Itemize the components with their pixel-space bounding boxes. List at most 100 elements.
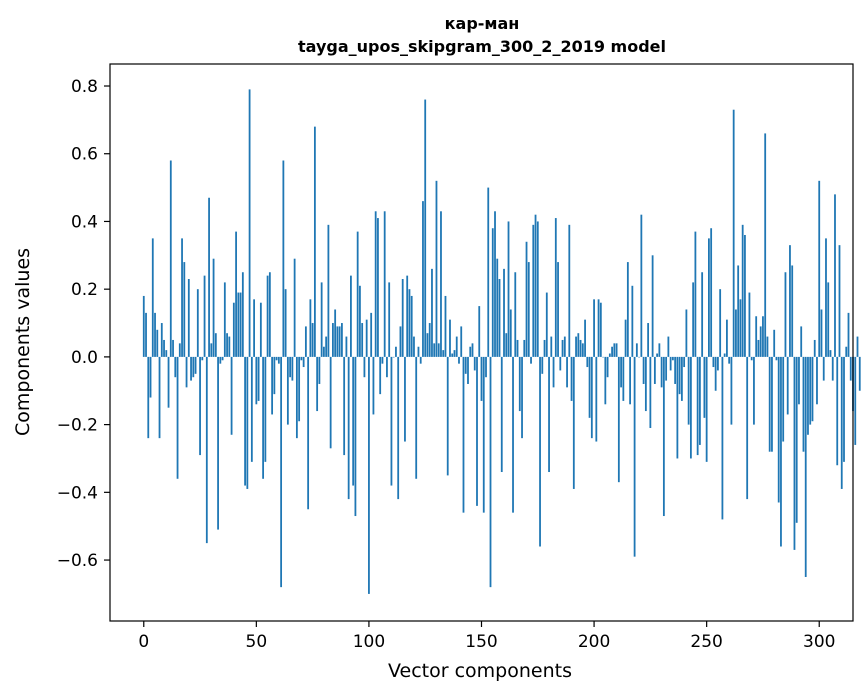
- bar: [642, 356, 645, 384]
- bar: [665, 356, 668, 381]
- bar: [347, 356, 350, 500]
- bar: [192, 356, 195, 378]
- bar: [593, 299, 595, 357]
- y-tick-label: −0.4: [57, 483, 98, 503]
- bar: [732, 109, 735, 357]
- bar: [149, 356, 152, 398]
- bar: [291, 356, 294, 381]
- bar: [280, 356, 283, 588]
- bar: [444, 295, 447, 357]
- bar: [241, 272, 244, 357]
- bar: [329, 356, 332, 449]
- bar: [838, 245, 841, 357]
- bar: [293, 258, 296, 357]
- bar: [183, 262, 186, 357]
- bar: [705, 356, 708, 462]
- bar: [662, 356, 665, 517]
- x-tick-label: 200: [578, 632, 610, 652]
- bar: [626, 262, 629, 357]
- bar: [275, 356, 278, 361]
- bar: [789, 245, 791, 357]
- bar: [212, 258, 215, 357]
- bar: [680, 356, 683, 401]
- bar: [449, 319, 451, 357]
- bar: [568, 224, 571, 357]
- bar: [683, 356, 686, 368]
- bar: [277, 356, 280, 364]
- bar: [487, 187, 490, 357]
- bar: [807, 356, 809, 435]
- bar: [739, 299, 742, 357]
- bar: [273, 356, 276, 395]
- bar: [525, 241, 528, 357]
- bar: [361, 323, 364, 357]
- bar: [577, 333, 580, 357]
- bar: [343, 356, 346, 456]
- bar: [386, 356, 388, 378]
- bar: [543, 339, 546, 357]
- bar: [165, 350, 168, 357]
- bar: [539, 356, 541, 547]
- bar: [196, 289, 199, 357]
- bar: [795, 356, 798, 523]
- bar: [710, 228, 713, 357]
- bar: [410, 295, 413, 357]
- bar: [658, 343, 661, 357]
- bar: [735, 309, 737, 357]
- bar: [624, 319, 627, 357]
- bar: [602, 356, 604, 358]
- bar: [829, 350, 832, 357]
- bar: [847, 312, 850, 357]
- bar: [350, 275, 352, 357]
- y-tick-label: 0.4: [71, 212, 98, 232]
- bar: [295, 356, 298, 439]
- bar: [356, 231, 359, 357]
- bar: [827, 282, 830, 357]
- bar: [606, 356, 609, 378]
- bar: [550, 336, 553, 357]
- bar: [516, 339, 519, 357]
- bar: [473, 356, 476, 371]
- bar: [800, 326, 803, 357]
- bar: [322, 346, 325, 357]
- bar: [644, 356, 647, 412]
- bar: [766, 336, 769, 357]
- bar: [530, 356, 532, 364]
- bar: [527, 262, 530, 357]
- chart-subtitle: tayga_upos_skipgram_300_2_2019 model: [298, 37, 666, 56]
- y-axis-ticks: −0.6 −0.4 −0.2 0.0 0.2 0.4 0.6 0.8: [57, 77, 110, 571]
- bar: [557, 262, 559, 357]
- x-tick-label: 0: [138, 632, 149, 652]
- bar: [491, 228, 494, 357]
- bar: [703, 356, 706, 418]
- bar: [264, 356, 267, 462]
- bar: [313, 126, 316, 357]
- bar: [467, 356, 469, 384]
- bar: [771, 356, 773, 452]
- bar: [708, 238, 710, 357]
- bar: [653, 356, 656, 384]
- bar: [453, 350, 456, 357]
- bar: [163, 339, 165, 357]
- bar: [268, 272, 271, 357]
- bar: [221, 356, 224, 361]
- bar: [142, 295, 145, 357]
- bar: [671, 356, 674, 361]
- bar: [210, 343, 213, 357]
- bar: [775, 356, 778, 361]
- bar: [266, 275, 269, 357]
- bar: [219, 356, 222, 364]
- bar: [397, 356, 400, 500]
- bar: [604, 356, 607, 405]
- bar: [721, 356, 724, 520]
- bar: [685, 309, 688, 357]
- bar: [611, 346, 613, 357]
- y-tick-label: −0.2: [57, 416, 98, 436]
- bar: [595, 356, 598, 442]
- bar: [561, 339, 564, 357]
- y-tick-label: 0.6: [71, 145, 98, 165]
- bar: [286, 356, 289, 425]
- bar: [282, 160, 285, 357]
- bar: [208, 197, 210, 357]
